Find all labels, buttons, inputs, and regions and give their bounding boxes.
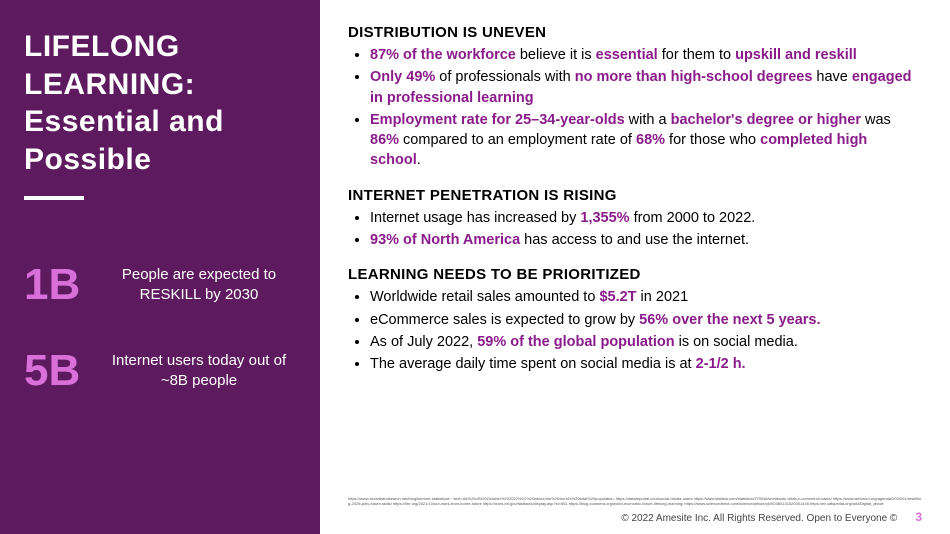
sidebar-stats: 1B People are expected to RESKILL by 203… xyxy=(24,260,296,396)
stat-number: 5B xyxy=(24,346,88,396)
stat-internet-users: 5B Internet users today out of ~8B peopl… xyxy=(24,346,296,396)
copyright: © 2022 Amesite Inc. All Rights Reserved.… xyxy=(621,513,897,524)
bullet-item: 93% of North America has access to and u… xyxy=(370,230,922,250)
stat-text: Internet users today out of ~8B people xyxy=(102,351,296,392)
section-head-distribution: DISTRIBUTION IS UNEVEN xyxy=(348,24,922,41)
title-divider xyxy=(24,196,84,200)
bullet-item: Only 49% of professionals with no more t… xyxy=(370,67,922,108)
bullet-list-learning: Worldwide retail sales amounted to $5.2T… xyxy=(348,287,922,376)
bullet-item: Internet usage has increased by 1,355% f… xyxy=(370,208,922,228)
bullet-item: Worldwide retail sales amounted to $5.2T… xyxy=(370,287,922,307)
main-content: DISTRIBUTION IS UNEVEN 87% of the workfo… xyxy=(320,0,950,534)
section-head-learning: LEARNING NEEDS TO BE PRIORITIZED xyxy=(348,266,922,283)
section-head-internet: INTERNET PENETRATION IS RISING xyxy=(348,187,922,204)
bullet-item: 87% of the workforce believe it is essen… xyxy=(370,45,922,65)
title-line: Essential and xyxy=(24,103,296,141)
footnotes: https://www.broadbandsearch.net/blog/int… xyxy=(348,497,922,507)
stat-text: People are expected to RESKILL by 2030 xyxy=(102,265,296,306)
footer: © 2022 Amesite Inc. All Rights Reserved.… xyxy=(348,510,922,524)
stat-reskill: 1B People are expected to RESKILL by 203… xyxy=(24,260,296,310)
title-line: LEARNING: xyxy=(24,66,296,104)
bullet-item: eCommerce sales is expected to grow by 5… xyxy=(370,310,922,330)
bullet-item: Employment rate for 25–34-year-olds with… xyxy=(370,110,922,171)
sidebar: LIFELONG LEARNING: Essential and Possibl… xyxy=(0,0,320,534)
title-line: Possible xyxy=(24,141,296,179)
title-line: LIFELONG xyxy=(24,28,296,66)
page-number: 3 xyxy=(915,510,922,524)
bullet-list-internet: Internet usage has increased by 1,355% f… xyxy=(348,208,922,253)
bullet-item: As of July 2022, 59% of the global popul… xyxy=(370,332,922,352)
bullet-item: The average daily time spent on social m… xyxy=(370,354,922,374)
page-title: LIFELONG LEARNING: Essential and Possibl… xyxy=(24,28,296,178)
stat-number: 1B xyxy=(24,260,88,310)
bullet-list-distribution: 87% of the workforce believe it is essen… xyxy=(348,45,922,173)
